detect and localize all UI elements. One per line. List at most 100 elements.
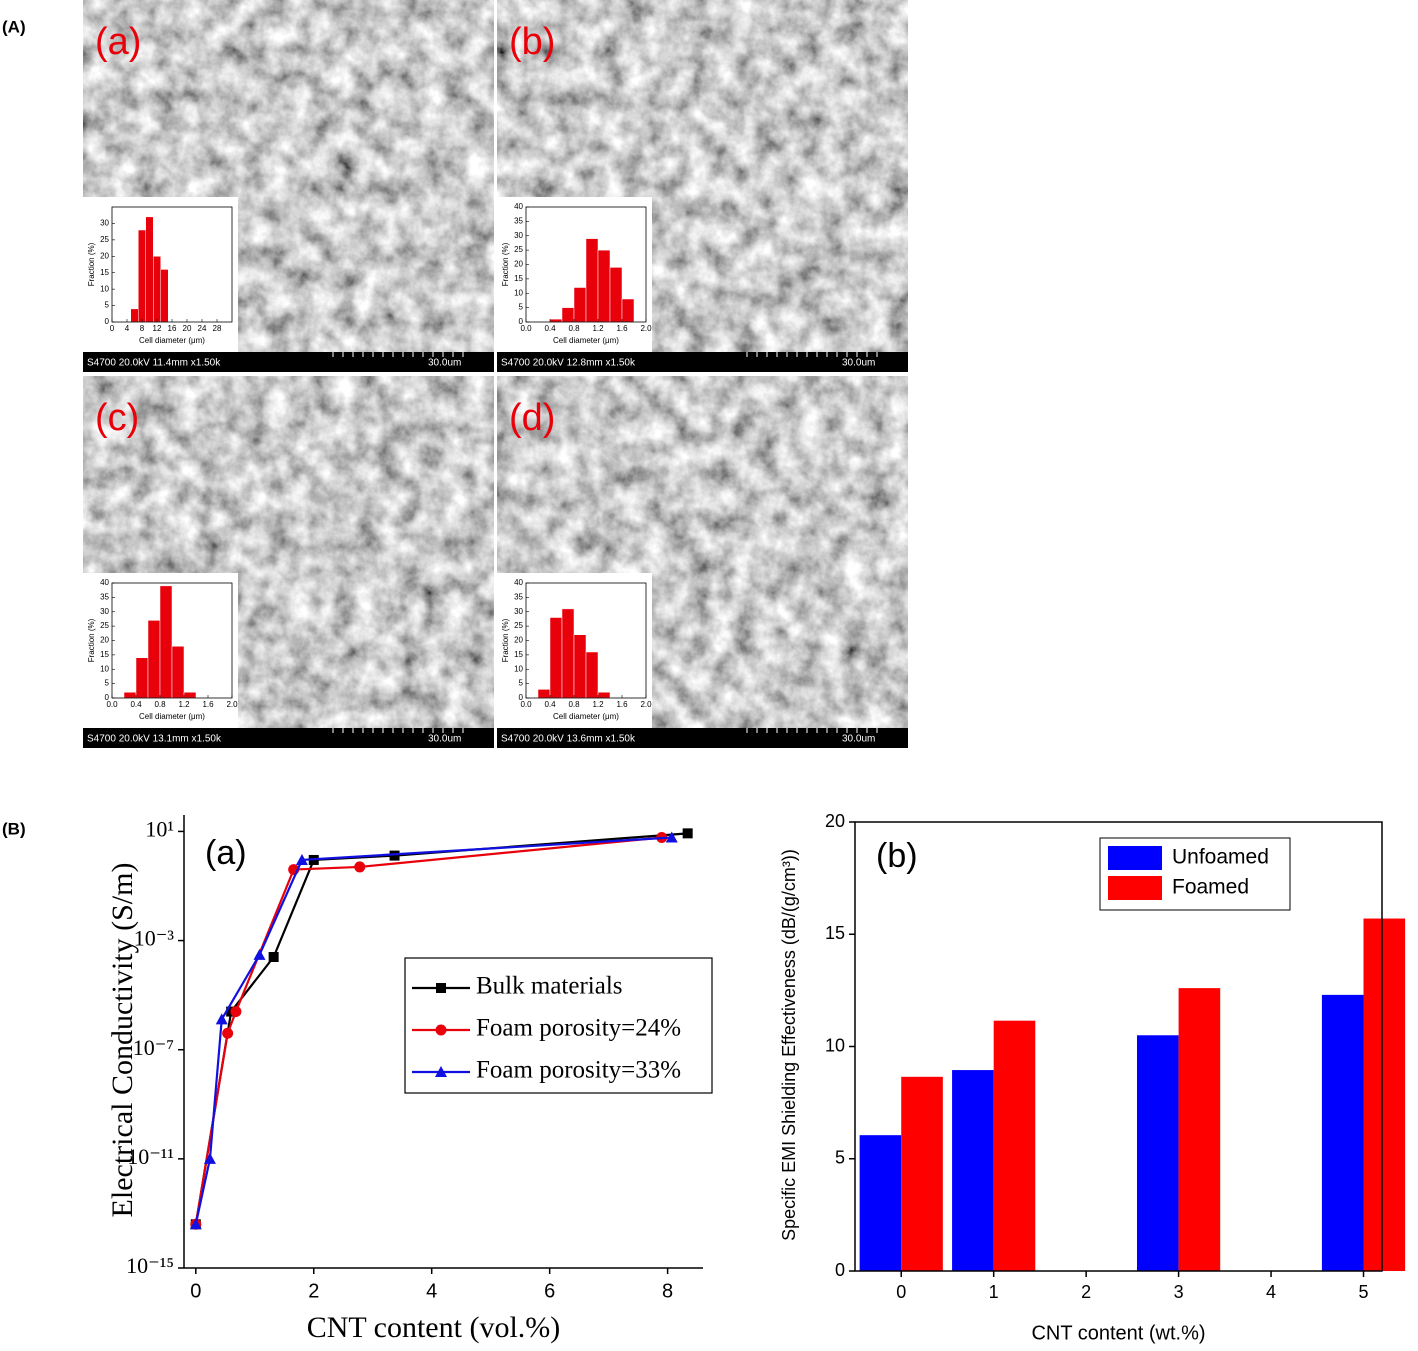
legend-label: Bulk materials bbox=[476, 973, 623, 1000]
histogram-bar bbox=[597, 249, 611, 323]
x-axis-label: Cell diameter (μm) bbox=[139, 336, 205, 345]
marker bbox=[354, 861, 366, 873]
x-tick-label: 12 bbox=[153, 324, 162, 333]
x-axis-label: Cell diameter (μm) bbox=[553, 712, 619, 721]
histogram-bar bbox=[561, 307, 575, 323]
bar bbox=[1321, 994, 1364, 1271]
x-axis-label: Cell diameter (μm) bbox=[139, 712, 205, 721]
x-axis-label: CNT content (vol.%) bbox=[307, 1311, 561, 1344]
panel-label: (A) bbox=[2, 17, 26, 36]
y-tick-label: 10 bbox=[514, 288, 523, 297]
x-tick-label: 0.0 bbox=[520, 324, 532, 333]
histogram-bar bbox=[159, 585, 173, 699]
x-tick-label: 6 bbox=[544, 1280, 555, 1302]
x-tick-label: 4 bbox=[1266, 1282, 1276, 1302]
x-tick-label: 2.0 bbox=[226, 700, 238, 709]
histogram-bar bbox=[138, 229, 146, 323]
y-tick-label: 30 bbox=[100, 219, 109, 228]
sem-info: S4700 20.0kV 12.8mm x1.50k bbox=[501, 358, 636, 369]
y-tick-label: 10⁻¹⁵ bbox=[126, 1253, 174, 1278]
y-tick-label: 30 bbox=[514, 607, 523, 616]
x-tick-label: 1 bbox=[989, 1282, 999, 1302]
bar bbox=[952, 1070, 994, 1271]
y-axis-label: Fraction (%) bbox=[501, 618, 510, 662]
sem-label: (b) bbox=[509, 21, 555, 63]
x-tick-label: 28 bbox=[213, 324, 222, 333]
x-tick-label: 0.0 bbox=[520, 700, 532, 709]
info-bar bbox=[83, 728, 494, 748]
marker bbox=[435, 1024, 447, 1036]
histogram-bar bbox=[573, 634, 587, 699]
y-tick-label: 10 bbox=[100, 284, 109, 293]
y-tick-label: 10⁻¹¹ bbox=[127, 1144, 174, 1169]
histogram-bar bbox=[609, 267, 623, 323]
marker bbox=[436, 983, 446, 993]
y-tick-label: 40 bbox=[514, 578, 523, 587]
x-tick-label: 8 bbox=[140, 324, 145, 333]
histogram-bar bbox=[597, 692, 611, 699]
x-tick-label: 1.2 bbox=[178, 700, 190, 709]
histogram-bar bbox=[561, 608, 575, 699]
marker bbox=[665, 831, 678, 843]
x-tick-label: 0.4 bbox=[544, 700, 556, 709]
histogram-bar bbox=[160, 269, 169, 323]
x-tick-label: 8 bbox=[662, 1280, 673, 1302]
y-tick-label: 40 bbox=[514, 202, 523, 211]
y-tick-label: 10 bbox=[514, 664, 523, 673]
x-tick-label: 1.2 bbox=[592, 700, 604, 709]
histogram-bar bbox=[585, 238, 599, 323]
sem-label: (a) bbox=[95, 21, 141, 63]
sem-label: (d) bbox=[509, 397, 555, 439]
y-tick-label: 25 bbox=[100, 621, 109, 630]
legend-label: Foam porosity=24% bbox=[476, 1015, 681, 1042]
x-tick-label: 0.8 bbox=[154, 700, 166, 709]
histogram-bar bbox=[123, 692, 137, 699]
histogram-bar bbox=[130, 308, 139, 323]
x-tick-label: 24 bbox=[198, 324, 207, 333]
sem-scale: 30.0um bbox=[428, 734, 461, 745]
marker bbox=[268, 951, 279, 962]
legend-swatch bbox=[1108, 876, 1162, 900]
y-axis-label: Fraction (%) bbox=[501, 242, 510, 286]
y-tick-label: 15 bbox=[100, 650, 109, 659]
info-bar bbox=[497, 352, 908, 372]
bar bbox=[993, 1020, 1036, 1271]
y-tick-label: 0 bbox=[835, 1260, 845, 1280]
bar bbox=[1363, 918, 1406, 1271]
y-tick-label: 25 bbox=[514, 621, 523, 630]
x-tick-label: 1.6 bbox=[616, 700, 628, 709]
bar bbox=[1178, 988, 1221, 1271]
series-line bbox=[194, 836, 672, 1225]
sem-scale: 30.0um bbox=[842, 734, 875, 745]
y-tick-label: 20 bbox=[100, 636, 109, 645]
sem-info: S4700 20.0kV 13.1mm x1.50k bbox=[87, 734, 222, 745]
x-tick-label: 1.6 bbox=[616, 324, 628, 333]
x-tick-label: 20 bbox=[183, 324, 192, 333]
histogram-bar bbox=[537, 689, 551, 699]
annotation: (a) bbox=[205, 834, 247, 872]
x-tick-label: 2.0 bbox=[640, 700, 652, 709]
y-tick-label: 25 bbox=[100, 235, 109, 244]
y-tick-label: 35 bbox=[514, 216, 523, 225]
bar bbox=[901, 1076, 943, 1271]
y-axis-label: Fraction (%) bbox=[87, 618, 96, 662]
y-tick-label: 10 bbox=[100, 664, 109, 673]
y-tick-label: 20 bbox=[514, 260, 523, 269]
x-tick-label: 0 bbox=[896, 1282, 906, 1302]
sem-info: S4700 20.0kV 13.6mm x1.50k bbox=[501, 734, 636, 745]
x-tick-label: 5 bbox=[1359, 1282, 1369, 1302]
x-axis-label: Cell diameter (μm) bbox=[553, 336, 619, 345]
y-tick-label: 10¹ bbox=[145, 816, 174, 841]
x-tick-label: 0.8 bbox=[568, 700, 580, 709]
x-tick-label: 1.2 bbox=[592, 324, 604, 333]
sem-scale: 30.0um bbox=[428, 358, 461, 369]
x-tick-label: 0.8 bbox=[568, 324, 580, 333]
x-tick-label: 16 bbox=[168, 324, 177, 333]
histogram-bar bbox=[549, 617, 563, 699]
x-tick-label: 0.4 bbox=[130, 700, 142, 709]
x-tick-label: 0 bbox=[110, 324, 115, 333]
info-bar bbox=[83, 352, 494, 372]
marker bbox=[295, 853, 308, 865]
info-bar bbox=[497, 728, 908, 748]
marker bbox=[682, 828, 693, 839]
